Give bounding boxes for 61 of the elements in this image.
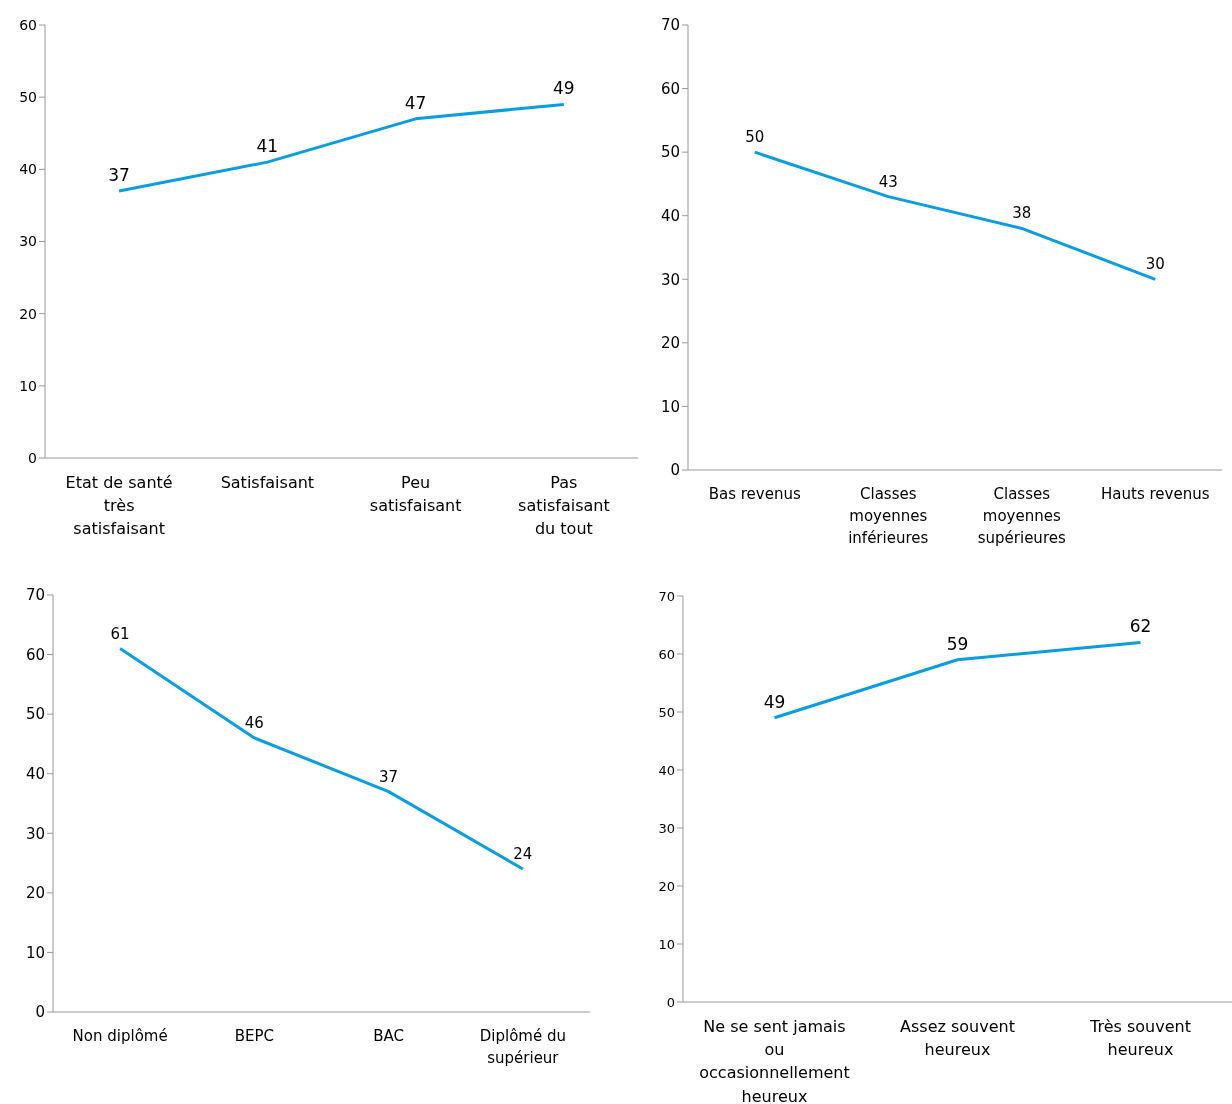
y-tick-label: 60 bbox=[19, 16, 37, 33]
y-tick-label: 20 bbox=[19, 305, 37, 322]
y-tick-label: 0 bbox=[670, 461, 680, 480]
data-label: 38 bbox=[1012, 204, 1032, 223]
x-tick-label: BEPC bbox=[234, 1027, 275, 1045]
data-label: 46 bbox=[244, 713, 264, 732]
y-tick-label: 30 bbox=[658, 820, 675, 836]
y-tick-label: 20 bbox=[660, 334, 680, 353]
y-tick-label: 40 bbox=[660, 207, 680, 226]
x-tick-label: Satisfaisant bbox=[220, 473, 315, 492]
y-tick-label: 70 bbox=[658, 588, 675, 604]
y-tick-label: 0 bbox=[666, 994, 675, 1010]
data-label: 24 bbox=[513, 845, 533, 864]
data-label: 41 bbox=[256, 136, 279, 157]
y-tick-label: 40 bbox=[25, 765, 45, 784]
y-tick-label: 10 bbox=[25, 943, 45, 962]
y-tick-label: 60 bbox=[660, 79, 680, 98]
x-tick-label: Peu satisfaisant bbox=[369, 473, 462, 516]
x-tick-label: Assez souvent heureux bbox=[900, 1017, 1015, 1060]
y-tick-label: 70 bbox=[660, 16, 680, 35]
data-label: 37 bbox=[108, 164, 130, 185]
data-label: 47 bbox=[404, 92, 427, 113]
y-tick-label: 30 bbox=[19, 233, 37, 250]
y-tick-label: 40 bbox=[658, 762, 675, 778]
data-label: 37 bbox=[379, 767, 399, 786]
x-tick-label: Etat de santé très satisfaisant bbox=[65, 473, 173, 539]
x-tick-label: Très souvent heureux bbox=[1089, 1017, 1191, 1060]
x-tick-label: Hauts revenus bbox=[1101, 485, 1210, 503]
x-tick-label: Bas revenus bbox=[708, 485, 801, 503]
y-tick-label: 10 bbox=[19, 377, 37, 394]
data-label: 30 bbox=[1145, 255, 1165, 274]
x-tick-label: Pas satisfaisant du tout bbox=[518, 473, 610, 539]
x-tick-label: Non diplômé bbox=[72, 1027, 168, 1045]
y-tick-label: 30 bbox=[25, 824, 45, 843]
x-tick-label: Classes moyennes supérieures bbox=[977, 485, 1066, 547]
data-label: 59 bbox=[946, 633, 969, 654]
y-tick-label: 50 bbox=[658, 704, 675, 720]
y-tick-label: 0 bbox=[35, 1003, 45, 1022]
y-tick-label: 40 bbox=[19, 161, 37, 178]
data-label: 49 bbox=[763, 691, 786, 712]
x-tick-label: Diplômé du supérieur bbox=[479, 1027, 566, 1067]
y-tick-label: 60 bbox=[25, 645, 45, 664]
data-label: 49 bbox=[553, 78, 575, 99]
x-tick-label: Classes moyennes inférieures bbox=[848, 485, 929, 547]
x-tick-label: Ne se sent jamais ou occasionnellement heureux bbox=[699, 1017, 850, 1104]
y-tick-label: 50 bbox=[660, 143, 680, 162]
y-tick-label: 50 bbox=[25, 705, 45, 724]
x-tick-label: BAC bbox=[373, 1027, 405, 1045]
data-label: 43 bbox=[878, 172, 898, 191]
y-tick-label: 10 bbox=[660, 397, 680, 416]
y-tick-label: 0 bbox=[28, 449, 37, 466]
y-tick-label: 60 bbox=[658, 646, 675, 662]
y-tick-label: 50 bbox=[19, 89, 37, 106]
y-tick-label: 20 bbox=[658, 878, 675, 894]
data-label: 62 bbox=[1129, 616, 1152, 637]
y-tick-label: 20 bbox=[25, 884, 45, 903]
data-label: 61 bbox=[110, 624, 130, 643]
y-tick-label: 10 bbox=[658, 936, 675, 952]
y-tick-label: 70 bbox=[25, 586, 45, 605]
y-tick-label: 30 bbox=[660, 270, 680, 289]
data-label: 50 bbox=[745, 128, 765, 147]
